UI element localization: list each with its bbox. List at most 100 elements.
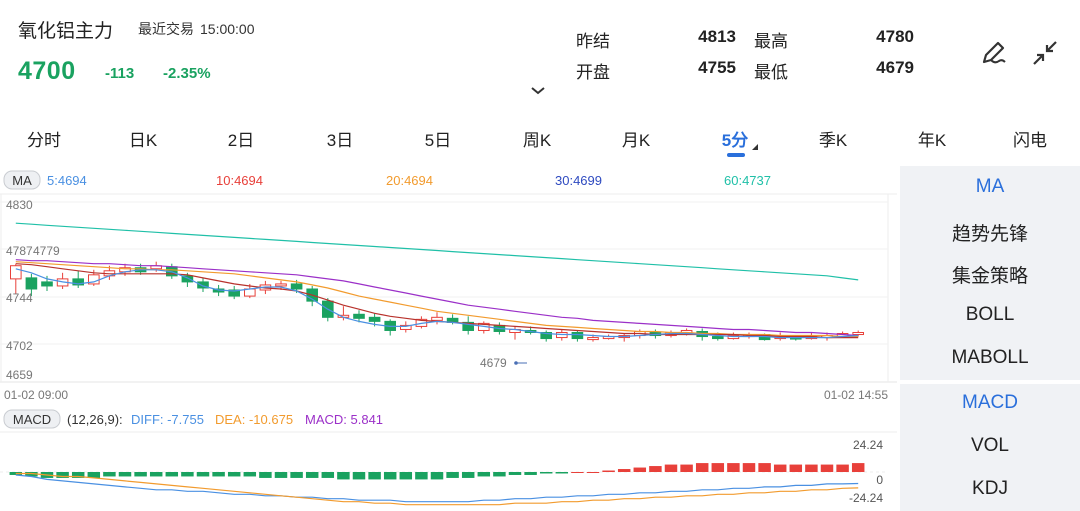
macd-bar <box>274 472 288 478</box>
last-price: 4700 <box>18 57 76 85</box>
stat-label-prev-settle: 昨结 <box>576 32 610 51</box>
macd-bar <box>805 464 818 472</box>
macd-bar <box>555 472 569 474</box>
indicator-macd[interactable]: MACD <box>962 392 1018 413</box>
macd-bar <box>789 464 803 472</box>
stat-value-high: 4780 <box>876 27 914 46</box>
macd-bar <box>227 472 241 477</box>
kline-chart[interactable]: MA 5:4694 10:4694 20:4694 30:4699 60:473… <box>0 166 897 511</box>
stat-value-prev-settle: 4813 <box>698 27 736 46</box>
low-price-marker: 4679 <box>480 356 527 370</box>
ma-badge-bg[interactable] <box>3 170 41 190</box>
macd-badge-bg[interactable] <box>3 409 61 429</box>
macd-bar <box>727 463 740 472</box>
main-grid <box>0 201 888 345</box>
tab-weekly-k[interactable]: 周K <box>522 131 552 150</box>
active-tab-indicator <box>727 153 745 157</box>
candle-up <box>431 316 443 321</box>
ma60-line <box>15 222 859 281</box>
macd-dea-legend: DEA: -10.675 <box>215 412 293 427</box>
indicator-vol[interactable]: VOL <box>970 435 1010 456</box>
macd-bar <box>571 472 584 473</box>
candle-down <box>228 289 241 297</box>
macd-diff-legend: DIFF: -7.755 <box>131 412 204 427</box>
pen-icon[interactable] <box>978 38 1008 68</box>
macd-bar <box>243 472 257 477</box>
macd-bar <box>196 472 210 477</box>
price-change-pct: -2.35% <box>163 65 211 82</box>
macd-bar <box>352 472 366 480</box>
macd-bar <box>836 464 849 472</box>
indicator-maboll[interactable]: MABOLL <box>951 347 1029 368</box>
tab-5min[interactable]: 5分 <box>721 131 749 150</box>
macd-bar <box>742 463 756 472</box>
tab-intraday[interactable]: 分时 <box>27 131 61 150</box>
period-tabs: 分时 日K 2日 3日 5日 周K 月K 5分 季K 年K 闪电 <box>0 114 1080 162</box>
indicator-trend-pioneer[interactable]: 趋势先锋 <box>951 224 1028 245</box>
ma10-legend: 10:4694 <box>216 173 263 188</box>
tab-daily-k[interactable]: 日K <box>128 131 158 150</box>
macd-bar <box>71 472 85 478</box>
indicator-kdj[interactable]: KDJ <box>972 478 1008 499</box>
stat-label-open: 开盘 <box>576 63 610 82</box>
macd-bar <box>25 472 38 477</box>
macd-bar <box>259 472 272 478</box>
chevron-down-icon[interactable] <box>530 85 546 97</box>
period-dropdown-corner-icon[interactable] <box>752 144 758 150</box>
candle-down <box>181 275 194 283</box>
price-change: -113 <box>105 65 135 82</box>
tab-quarterly-k[interactable]: 季K <box>818 131 848 150</box>
candle-up <box>399 324 412 330</box>
macd-diff-line <box>15 474 859 503</box>
candle-up <box>852 331 865 336</box>
indicator-divider <box>900 380 1080 384</box>
macd-bar <box>539 472 553 474</box>
macd-bar <box>181 472 194 477</box>
macd-bar <box>758 463 771 472</box>
macd-bar <box>851 463 865 472</box>
macd-lines <box>15 472 859 506</box>
tab-5day[interactable]: 5日 <box>424 131 452 150</box>
chart-svg[interactable]: MA 5:4694 10:4694 20:4694 30:4699 60:473… <box>0 166 897 511</box>
ma5-legend: 5:4694 <box>47 173 87 188</box>
macd-badge[interactable]: MACD <box>13 412 51 427</box>
indicator-boll[interactable]: BOLL <box>965 304 1015 325</box>
ma20-legend: 20:4694 <box>386 173 433 188</box>
macd-bar <box>446 472 459 478</box>
candle-down <box>197 281 209 289</box>
candle-down <box>25 277 38 290</box>
quote-header: 氧化铝主力 最近交易 15:00:00 4700 -113 -2.35% 昨结 4… <box>0 0 1080 108</box>
stat-value-low: 4679 <box>876 58 914 77</box>
indicator-panel: MA 趋势先锋 集金策略 BOLL MABOLL MACD VOL KDJ <box>900 166 1080 511</box>
candle-down <box>72 278 85 286</box>
ma10-line <box>15 263 859 339</box>
tab-3day[interactable]: 3日 <box>326 131 354 150</box>
ma30-legend: 30:4699 <box>555 173 602 188</box>
macd-histogram <box>9 463 865 480</box>
shrink-icon[interactable] <box>1030 38 1060 68</box>
price-axis-label: 4779 <box>33 244 60 258</box>
indicator-fund-strategy[interactable]: 集金策略 <box>951 266 1028 287</box>
time-axis-end: 01-02 14:55 <box>824 388 888 402</box>
macd-bar <box>103 472 116 477</box>
indicator-ma[interactable]: MA <box>975 176 1005 197</box>
macd-axis-min: -24.24 <box>849 491 883 505</box>
tab-yearly-k[interactable]: 年K <box>917 131 947 150</box>
macd-bar <box>290 472 303 478</box>
macd-bar <box>337 472 350 480</box>
macd-bar <box>820 464 834 472</box>
tab-2day[interactable]: 2日 <box>227 131 255 150</box>
low-marker-dot <box>514 361 518 365</box>
candle-down <box>368 316 381 322</box>
time-axis-start: 01-02 09:00 <box>4 388 68 402</box>
price-axis-label: 4744 <box>6 291 33 305</box>
ma-badge[interactable]: MA <box>12 173 32 188</box>
macd-bar <box>602 470 615 472</box>
stat-label-high: 最高 <box>754 32 788 51</box>
tab-monthly-k[interactable]: 月K <box>621 131 651 150</box>
macd-bar <box>649 466 662 472</box>
contract-title: 氧化铝主力 <box>18 21 114 42</box>
macd-bar <box>773 464 787 472</box>
price-axis-label: 4702 <box>6 339 33 353</box>
tab-flash[interactable]: 闪电 <box>1013 131 1047 150</box>
